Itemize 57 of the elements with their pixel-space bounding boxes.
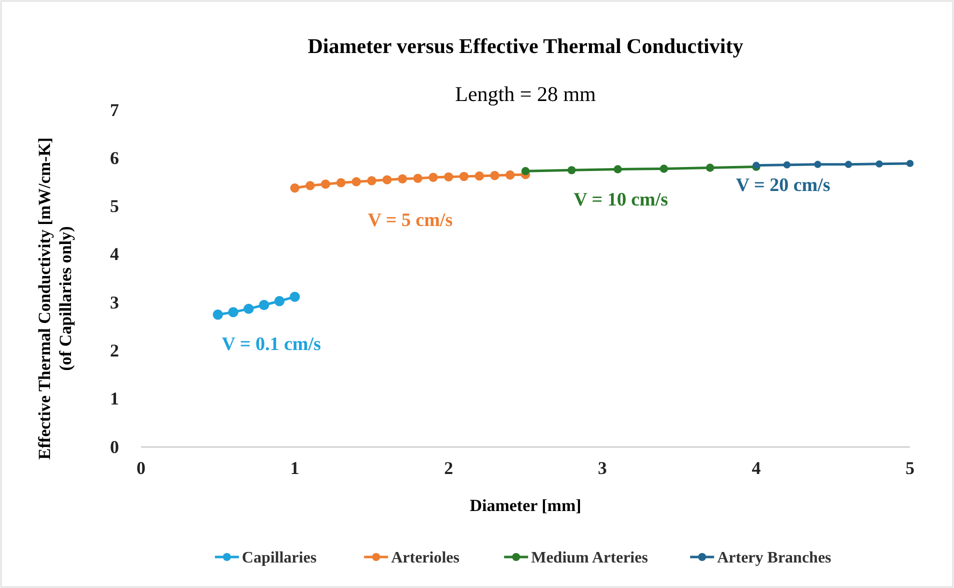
y-axis-title: Effective Thermal Conductivity [mW/cm-K] (of Capillaries only) (35, 137, 75, 460)
x-tick-label: 3 (598, 458, 607, 478)
point (212, 310, 223, 320)
annotation: V = 5 cm/s (368, 210, 453, 232)
y-tick-label: 3 (110, 292, 119, 312)
legend-label: Capillaries (242, 550, 317, 567)
x-axis-title: Diameter [mm] (470, 496, 582, 515)
point (290, 183, 300, 193)
x-tick-label: 1 (290, 458, 300, 478)
x-tick-label: 5 (906, 458, 914, 478)
point (336, 178, 346, 188)
point (844, 160, 852, 168)
y-tick-label: 7 (110, 100, 119, 120)
point (660, 164, 668, 173)
annotation: V = 20 cm/s (736, 175, 830, 196)
point (474, 171, 484, 181)
point (490, 170, 500, 180)
point (876, 160, 883, 168)
point (444, 172, 454, 182)
point (258, 300, 270, 310)
annotation: V = 0.1 cm/s (222, 334, 321, 356)
y-tick-label: 4 (110, 244, 119, 264)
point (244, 304, 254, 314)
point (228, 307, 238, 318)
x-tick-label: 2 (444, 458, 454, 478)
y-tick-label: 2 (110, 340, 119, 360)
point (352, 177, 361, 186)
point (521, 167, 530, 176)
point (568, 166, 576, 174)
y-tick-label: 5 (110, 196, 119, 216)
point (706, 164, 714, 172)
point (614, 165, 622, 174)
point (398, 174, 408, 184)
point (814, 160, 822, 168)
point (428, 172, 438, 182)
chart-title: Diameter versus Effective Thermal Conductivity (308, 34, 744, 58)
point (367, 176, 376, 186)
point (274, 296, 285, 306)
point (506, 170, 515, 180)
point (306, 180, 315, 190)
point (459, 172, 469, 182)
point (382, 175, 392, 184)
point (320, 180, 330, 189)
legend-label: Artery Branches (717, 550, 832, 567)
chart-subtitle: Length = 28 mm (455, 82, 596, 106)
point (290, 292, 300, 302)
x-tick-label: 0 (136, 458, 146, 478)
point (783, 161, 791, 168)
y-tick-label: 0 (110, 436, 119, 457)
legend-label: Medium Arteries (531, 550, 648, 567)
legend-label: Arterioles (391, 550, 460, 567)
annotation: V = 10 cm/s (574, 190, 668, 211)
point (413, 174, 422, 183)
x-tick-label: 4 (752, 458, 761, 478)
y-tick-label: 6 (110, 148, 119, 168)
point (906, 160, 914, 168)
y-tick-label: 1 (110, 388, 119, 409)
